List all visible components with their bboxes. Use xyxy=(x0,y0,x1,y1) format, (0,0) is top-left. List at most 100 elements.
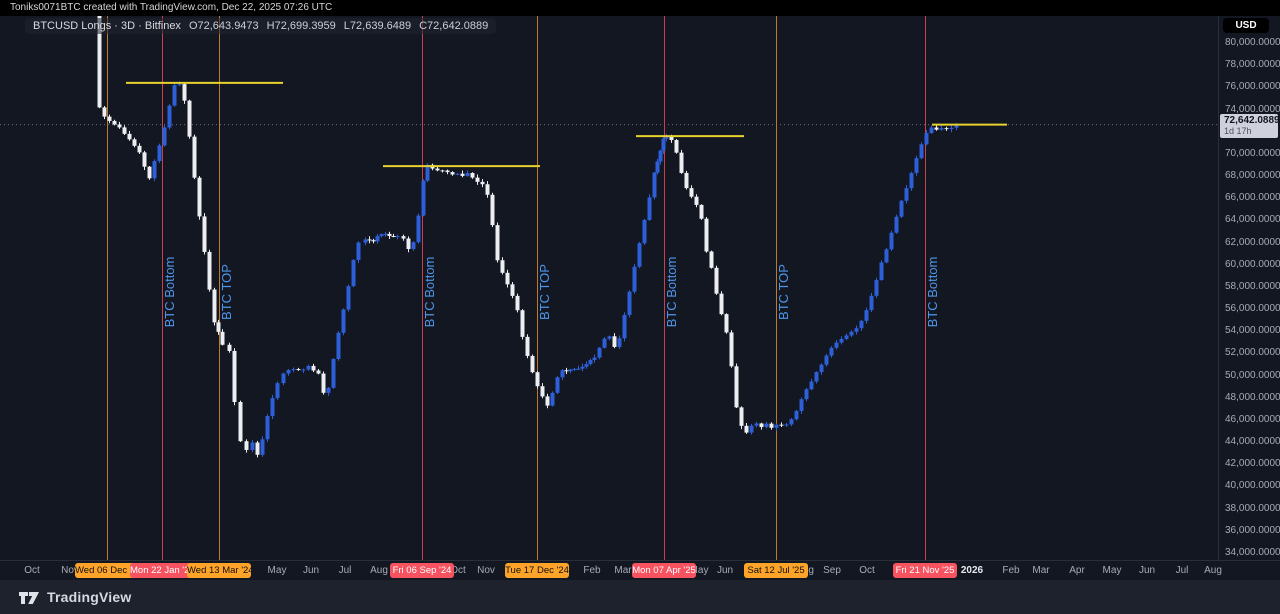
candle xyxy=(465,172,470,176)
event-date-chip: Sat 12 Jul '25 xyxy=(744,563,808,578)
candle xyxy=(227,344,232,351)
price-tick: 66,000.0000 xyxy=(1225,192,1280,204)
candle xyxy=(275,383,280,399)
candle xyxy=(617,338,622,347)
candle xyxy=(669,135,674,141)
price-tick: 48,000.0000 xyxy=(1225,391,1280,403)
candle xyxy=(192,136,197,178)
candle xyxy=(564,370,569,372)
price-tick: 62,000.0000 xyxy=(1225,236,1280,248)
candle xyxy=(435,168,440,171)
candle xyxy=(540,386,545,397)
currency-toggle-button[interactable]: USD xyxy=(1223,18,1269,33)
symbol-title[interactable]: BTCUSD Longs · 3D · Bitfinex xyxy=(33,20,181,32)
month-tick: Oct xyxy=(450,565,466,576)
candle xyxy=(363,239,368,243)
candle xyxy=(864,310,869,321)
month-tick: Feb xyxy=(1002,565,1020,576)
candle xyxy=(232,350,237,402)
event-date-chip: Mon 22 Jan '24 xyxy=(130,563,194,578)
candle xyxy=(674,140,679,153)
candle xyxy=(421,180,426,216)
month-tick: May xyxy=(689,565,709,576)
candle xyxy=(260,439,265,455)
month-tick: Aug xyxy=(1204,565,1222,576)
candle xyxy=(182,84,187,101)
candle xyxy=(729,332,734,367)
candle xyxy=(779,424,784,426)
open-value: O72,643.9473 xyxy=(188,20,259,32)
candle xyxy=(647,197,652,220)
candle xyxy=(346,286,351,310)
candle xyxy=(889,232,894,250)
price-tick: 52,000.0000 xyxy=(1225,347,1280,359)
attribution-text: Toniks0071BTC created with TradingView.c… xyxy=(10,2,333,13)
candle xyxy=(560,370,565,378)
time-axis[interactable]: Oct Nov May Jun Jul Aug Oct Nov Feb Mar May Jun Aug S… xyxy=(0,560,1280,580)
candle xyxy=(244,441,249,450)
candle xyxy=(250,442,255,450)
candle xyxy=(336,332,341,359)
candle xyxy=(450,172,455,175)
candle xyxy=(555,377,560,393)
chart-canvas[interactable]: BTC Bottom BTC TOP BTC Bottom BTC TOP BTC Bo… xyxy=(0,16,1218,560)
candle xyxy=(107,116,112,121)
price-tick: 54,000.0000 xyxy=(1225,325,1280,337)
candle xyxy=(371,240,376,242)
candle xyxy=(127,133,132,140)
price-tick: 36,000.0000 xyxy=(1225,524,1280,536)
candle xyxy=(884,249,889,263)
candle xyxy=(679,152,684,173)
candle xyxy=(809,381,814,390)
candle xyxy=(612,336,617,347)
month-tick: Jul xyxy=(338,565,352,576)
candle xyxy=(425,164,430,181)
candle xyxy=(576,368,581,370)
price-tick: 40,000.0000 xyxy=(1225,480,1280,492)
candle xyxy=(592,357,597,360)
price-tick: 64,000.0000 xyxy=(1225,214,1280,226)
tradingview-brand-text[interactable]: TradingView xyxy=(47,589,132,605)
candle xyxy=(167,105,172,128)
tradingview-logo-icon[interactable] xyxy=(18,589,40,605)
candle xyxy=(202,216,207,252)
candle xyxy=(301,369,306,371)
candle xyxy=(784,424,789,426)
month-tick: Feb xyxy=(583,565,601,576)
candle xyxy=(754,423,759,426)
chart-legend[interactable]: BTCUSD Longs · 3D · Bitfinex O72,643.947… xyxy=(25,18,497,34)
price-tick: 50,000.0000 xyxy=(1225,369,1280,381)
candle xyxy=(216,322,221,332)
candle xyxy=(724,314,729,333)
price-tick: 58,000.0000 xyxy=(1225,280,1280,292)
candle xyxy=(331,358,336,388)
candle xyxy=(460,173,465,176)
candle xyxy=(744,425,749,433)
candle xyxy=(455,173,460,175)
candle xyxy=(739,407,744,426)
candle xyxy=(187,100,192,137)
candle xyxy=(535,372,540,387)
candle xyxy=(102,107,107,117)
event-label: BTC TOP xyxy=(537,264,552,320)
month-tick: Sep xyxy=(823,565,841,576)
candle xyxy=(351,259,356,287)
candle xyxy=(316,370,321,374)
candle xyxy=(909,172,914,189)
price-tick: 42,000.0000 xyxy=(1225,458,1280,470)
price-tick: 68,000.0000 xyxy=(1225,170,1280,182)
candle xyxy=(714,267,719,294)
candle xyxy=(132,139,137,146)
price-tick: 46,000.0000 xyxy=(1225,413,1280,425)
price-axis[interactable]: USD 72,642.0889 1d 17h 80,000.0000 78,000… xyxy=(1218,16,1280,560)
candle xyxy=(475,177,480,182)
candle xyxy=(117,124,122,128)
candle xyxy=(799,399,804,411)
candle xyxy=(572,368,577,370)
month-tick: Jul xyxy=(1175,565,1189,576)
candle xyxy=(704,218,709,252)
candle xyxy=(515,295,520,311)
candle xyxy=(642,219,647,244)
candle xyxy=(814,372,819,382)
